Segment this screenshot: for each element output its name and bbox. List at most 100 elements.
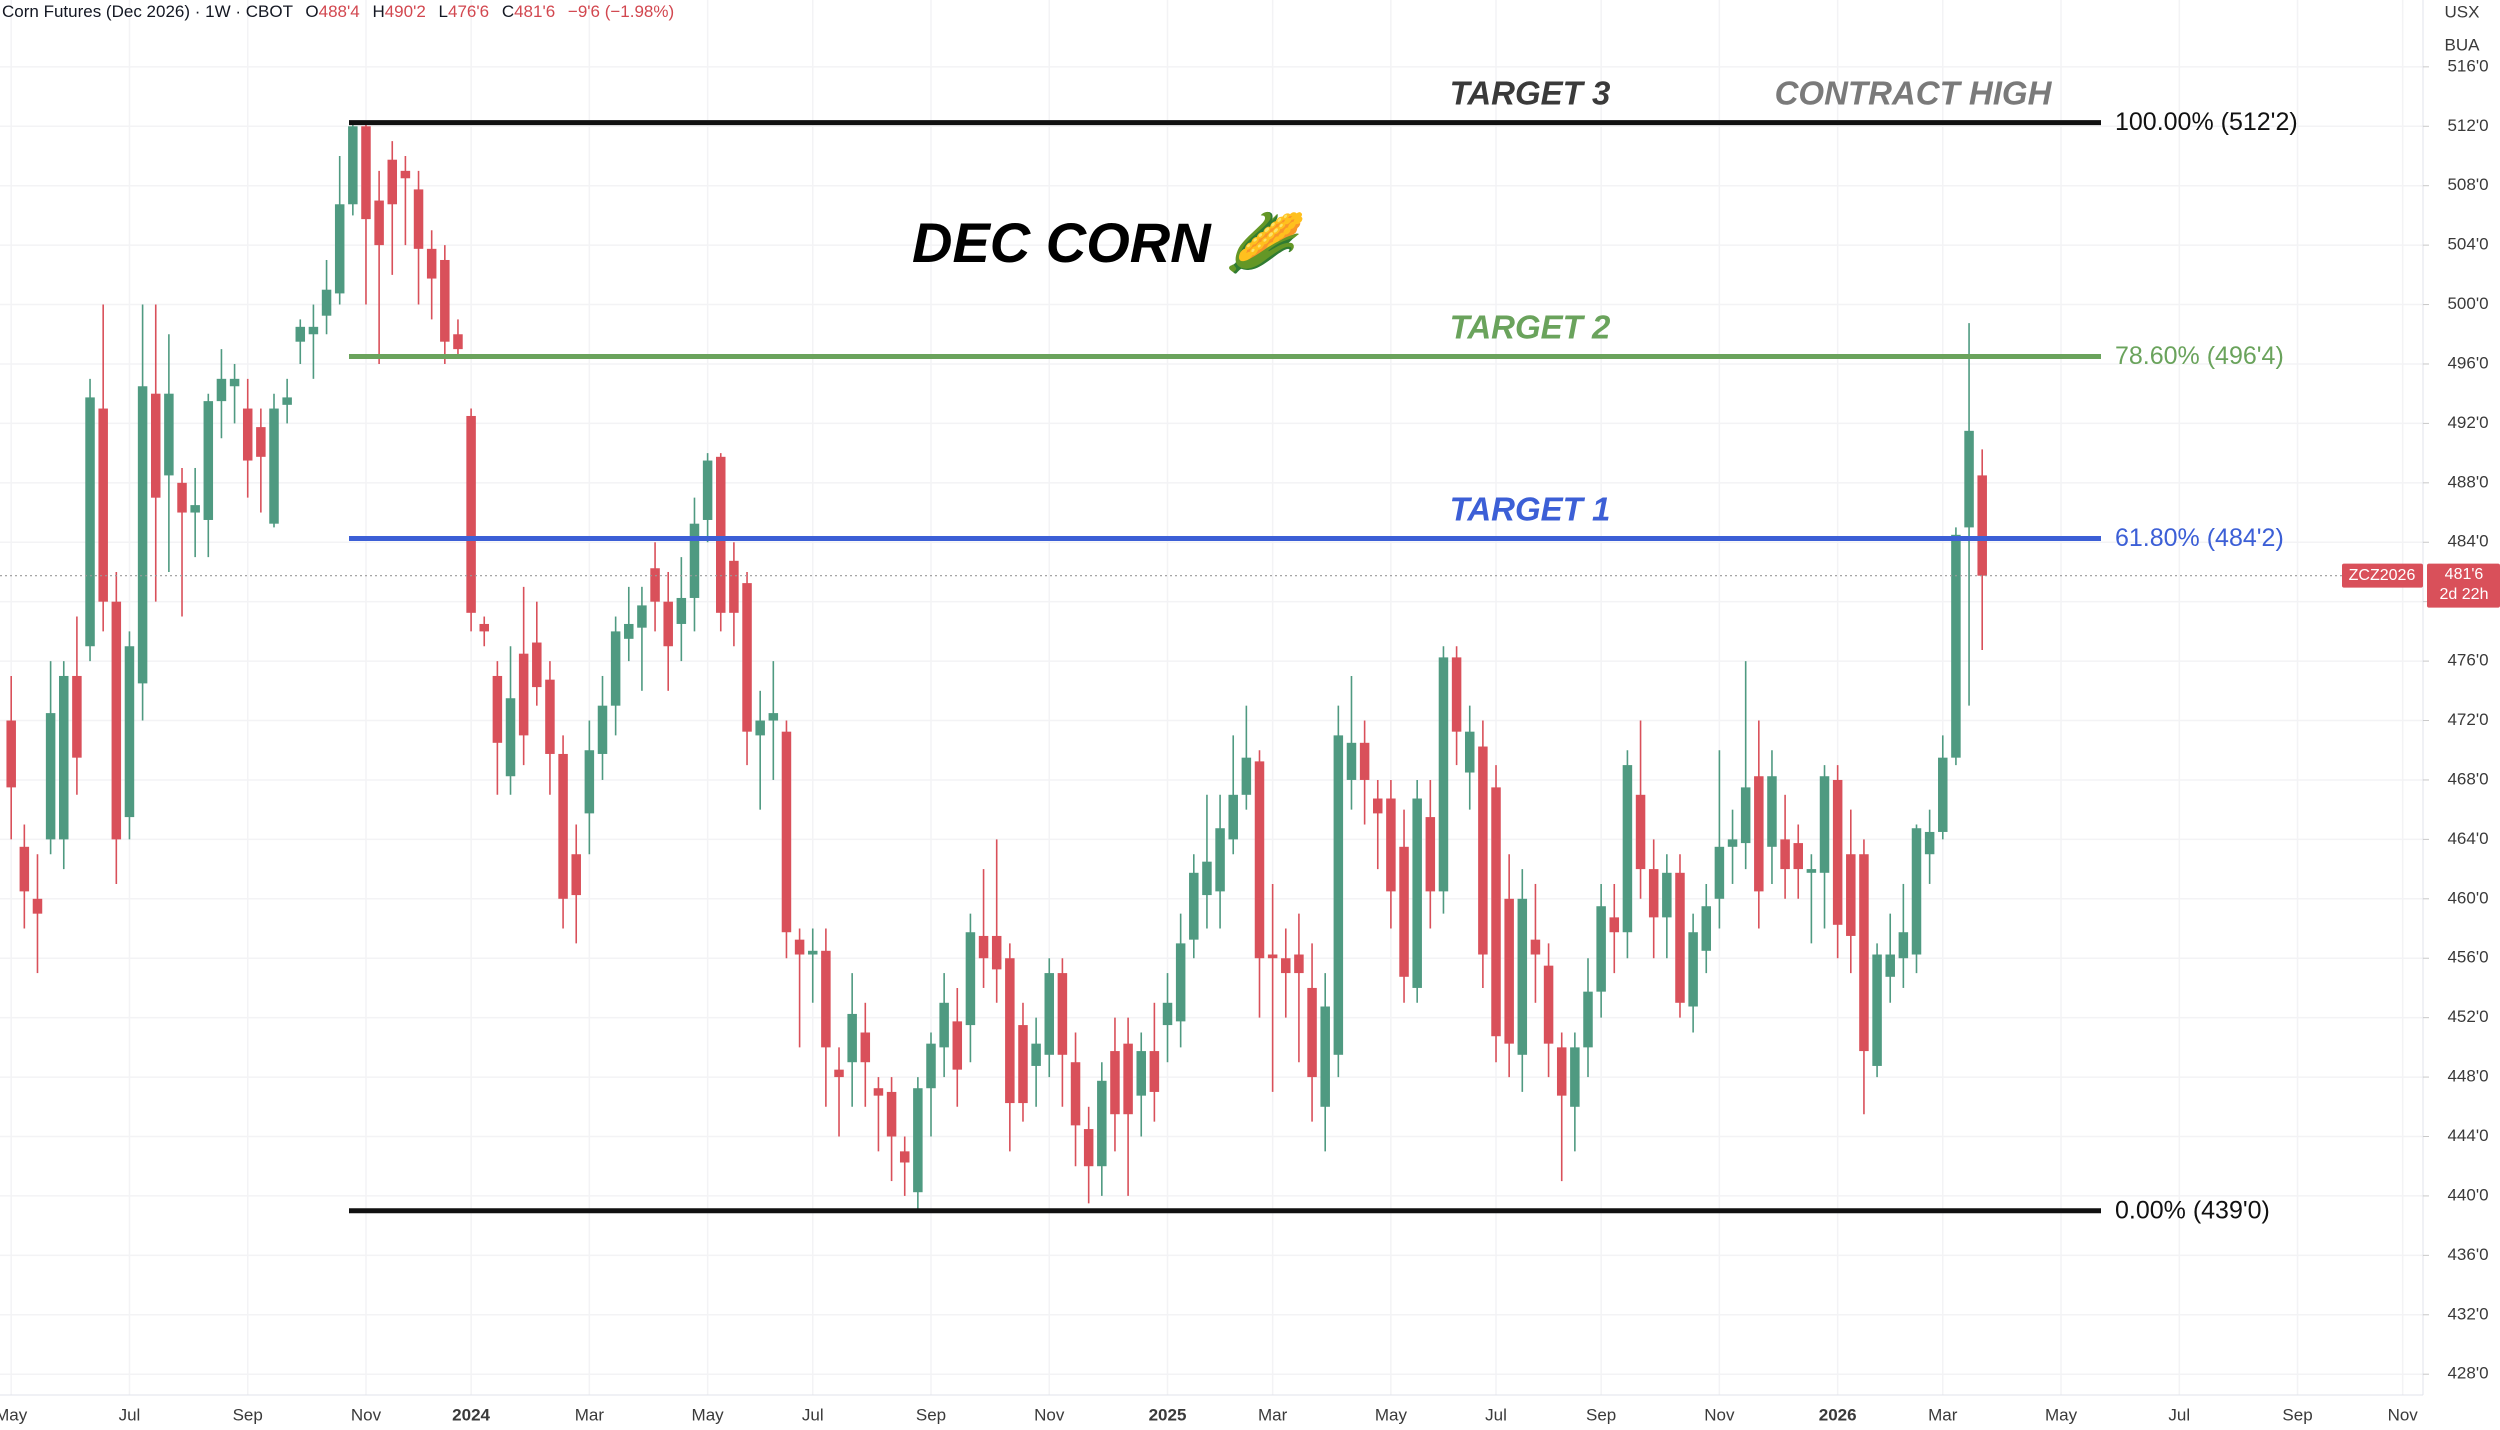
level-label: 61.80% (484'2) (2115, 524, 2284, 552)
candle-body (1149, 1051, 1160, 1092)
candle-body (229, 378, 240, 387)
unit-label: BUA (2445, 35, 2481, 54)
candle-body (308, 326, 319, 335)
candle-body (479, 623, 489, 632)
candle-body (1136, 1051, 1146, 1096)
candle-body (164, 393, 174, 476)
candle-body (1386, 798, 1396, 892)
candle-body (1005, 958, 1015, 1104)
level-label: 100.00% (512'2) (2115, 108, 2298, 136)
y-tick-label: 476'0 (2447, 651, 2488, 670)
candle-body (1215, 828, 1225, 892)
candle-body (1018, 1025, 1028, 1104)
level-label: 0.00% (439'0) (2115, 1196, 2270, 1224)
candle-body (1662, 872, 1672, 918)
candle-body (1333, 735, 1344, 1055)
candle-body (1451, 657, 1462, 732)
candle-body (1412, 798, 1422, 988)
candle-body (1464, 731, 1475, 773)
candle-body (242, 408, 253, 461)
candle-body (1530, 939, 1541, 955)
y-tick-label: 460'0 (2447, 888, 2488, 907)
candle-body (1346, 742, 1357, 780)
x-tick-label: Sep (233, 1405, 263, 1424)
y-tick-label: 512'0 (2447, 116, 2488, 135)
y-tick-label: 508'0 (2447, 175, 2488, 194)
symbol-tag: ZCZ2026 (2349, 567, 2416, 584)
candle-body (1846, 854, 1856, 936)
candle-body (137, 386, 148, 684)
candle-body (505, 698, 516, 777)
x-tick-label: Mar (1928, 1405, 1958, 1424)
candle-body (282, 397, 292, 405)
y-tick-label: 456'0 (2447, 948, 2488, 967)
ohlc-value: 488'4 (319, 2, 360, 21)
candle-body (807, 950, 818, 955)
candle-body (1359, 742, 1370, 780)
target-label: TARGET 1 (1450, 490, 1611, 527)
x-tick-label: Mar (575, 1405, 605, 1424)
candle-body (440, 259, 450, 342)
candle-body (413, 189, 424, 249)
x-tick-label: May (2045, 1405, 2078, 1424)
ohlc-key: L (439, 2, 448, 21)
candle-body (742, 583, 752, 732)
candle-body (663, 601, 673, 647)
candle-body (1110, 1051, 1120, 1115)
candle-body (834, 1069, 844, 1078)
candle-body (637, 605, 647, 628)
candle-body (1911, 828, 1922, 955)
candle-body (978, 935, 989, 959)
x-tick-label: Sep (1586, 1405, 1616, 1424)
candle-body (1228, 794, 1238, 840)
candle-body (886, 1091, 897, 1137)
x-tick-label: May (0, 1405, 28, 1424)
chart-title: DEC CORN 🌽 (912, 209, 1306, 275)
candle-body (1504, 898, 1514, 1044)
y-tick-label: 432'0 (2447, 1304, 2488, 1323)
candle-body (1924, 831, 1935, 855)
candle-body (794, 939, 805, 955)
candle-body (558, 753, 568, 899)
x-tick-label: Nov (351, 1405, 382, 1424)
change: −9'6 (−1.98%) (568, 2, 674, 21)
candle-body (269, 408, 279, 524)
candle-body (624, 623, 634, 639)
candle-body (1044, 973, 1055, 1055)
candle-body (545, 679, 555, 754)
candle-body (203, 401, 214, 520)
candle-body (1819, 776, 1830, 873)
candle-body (729, 560, 739, 613)
candle-body (1202, 861, 1212, 896)
candle-body (6, 720, 16, 788)
candle-body (873, 1088, 884, 1096)
x-tick-label: Mar (1258, 1405, 1288, 1424)
candle-body (1438, 657, 1449, 892)
price-tag: 481'6 (2445, 566, 2484, 583)
y-tick-label: 440'0 (2447, 1185, 2488, 1204)
candle-body (216, 378, 227, 402)
candle-body (1727, 839, 1738, 847)
candle-body (453, 334, 463, 350)
note-label: CONTRACT HIGH (1775, 74, 2053, 111)
candle-body (899, 1151, 910, 1163)
candle-body (913, 1088, 923, 1193)
x-tick-label: Jul (2168, 1405, 2190, 1424)
candle-body (98, 408, 108, 602)
candle-body (1596, 906, 1606, 992)
y-tick-label: 472'0 (2447, 710, 2488, 729)
candle-body (1294, 954, 1304, 974)
candle-body (1714, 846, 1725, 899)
candle-body (177, 482, 187, 513)
price-tag-bg (2427, 563, 2500, 608)
target-label: TARGET 3 (1450, 74, 1611, 111)
y-tick-label: 428'0 (2447, 1364, 2488, 1383)
x-tick-label: Nov (1704, 1405, 1735, 1424)
x-tick-label: May (1375, 1405, 1408, 1424)
target-label: TARGET 2 (1450, 308, 1611, 345)
candle-body (1320, 1006, 1330, 1107)
candle-body (1635, 794, 1646, 870)
unit-bg (2430, 0, 2500, 60)
candle-body (150, 393, 161, 498)
